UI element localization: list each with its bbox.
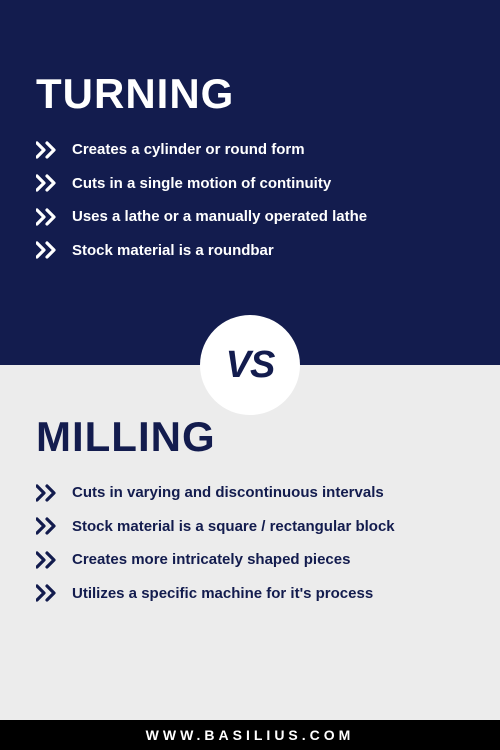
list-item: Stock material is a square / rectangular…: [36, 517, 464, 537]
top-panel: TURNING Creates a cylinder or round form…: [0, 0, 500, 365]
list-item: Cuts in varying and discontinuous interv…: [36, 483, 464, 503]
top-title: TURNING: [36, 70, 464, 118]
bottom-list: Cuts in varying and discontinuous interv…: [36, 483, 464, 603]
double-chevron-icon: [36, 241, 62, 259]
vs-label: VS: [226, 344, 275, 387]
list-item: Utilizes a specific machine for it's pro…: [36, 584, 464, 604]
vs-badge: VS: [200, 315, 300, 415]
list-item: Creates a cylinder or round form: [36, 140, 464, 160]
list-item: Uses a lathe or a manually operated lath…: [36, 207, 464, 227]
list-item-text: Creates a cylinder or round form: [72, 140, 305, 160]
footer-text: WWW.BASILIUS.COM: [146, 727, 355, 743]
footer: WWW.BASILIUS.COM: [0, 720, 500, 750]
double-chevron-icon: [36, 484, 62, 502]
list-item-text: Creates more intricately shaped pieces: [72, 550, 350, 570]
bottom-title: MILLING: [36, 413, 464, 461]
double-chevron-icon: [36, 174, 62, 192]
list-item: Cuts in a single motion of continuity: [36, 174, 464, 194]
infographic: TURNING Creates a cylinder or round form…: [0, 0, 500, 750]
list-item-text: Cuts in a single motion of continuity: [72, 174, 331, 194]
double-chevron-icon: [36, 141, 62, 159]
list-item-text: Stock material is a square / rectangular…: [72, 517, 395, 537]
top-list: Creates a cylinder or round form Cuts in …: [36, 140, 464, 260]
double-chevron-icon: [36, 208, 62, 226]
list-item: Creates more intricately shaped pieces: [36, 550, 464, 570]
list-item-text: Uses a lathe or a manually operated lath…: [72, 207, 367, 227]
list-item-text: Cuts in varying and discontinuous interv…: [72, 483, 384, 503]
list-item: Stock material is a roundbar: [36, 241, 464, 261]
bottom-panel: MILLING Cuts in varying and discontinuou…: [0, 365, 500, 720]
double-chevron-icon: [36, 517, 62, 535]
double-chevron-icon: [36, 584, 62, 602]
list-item-text: Utilizes a specific machine for it's pro…: [72, 584, 373, 604]
list-item-text: Stock material is a roundbar: [72, 241, 274, 261]
double-chevron-icon: [36, 551, 62, 569]
